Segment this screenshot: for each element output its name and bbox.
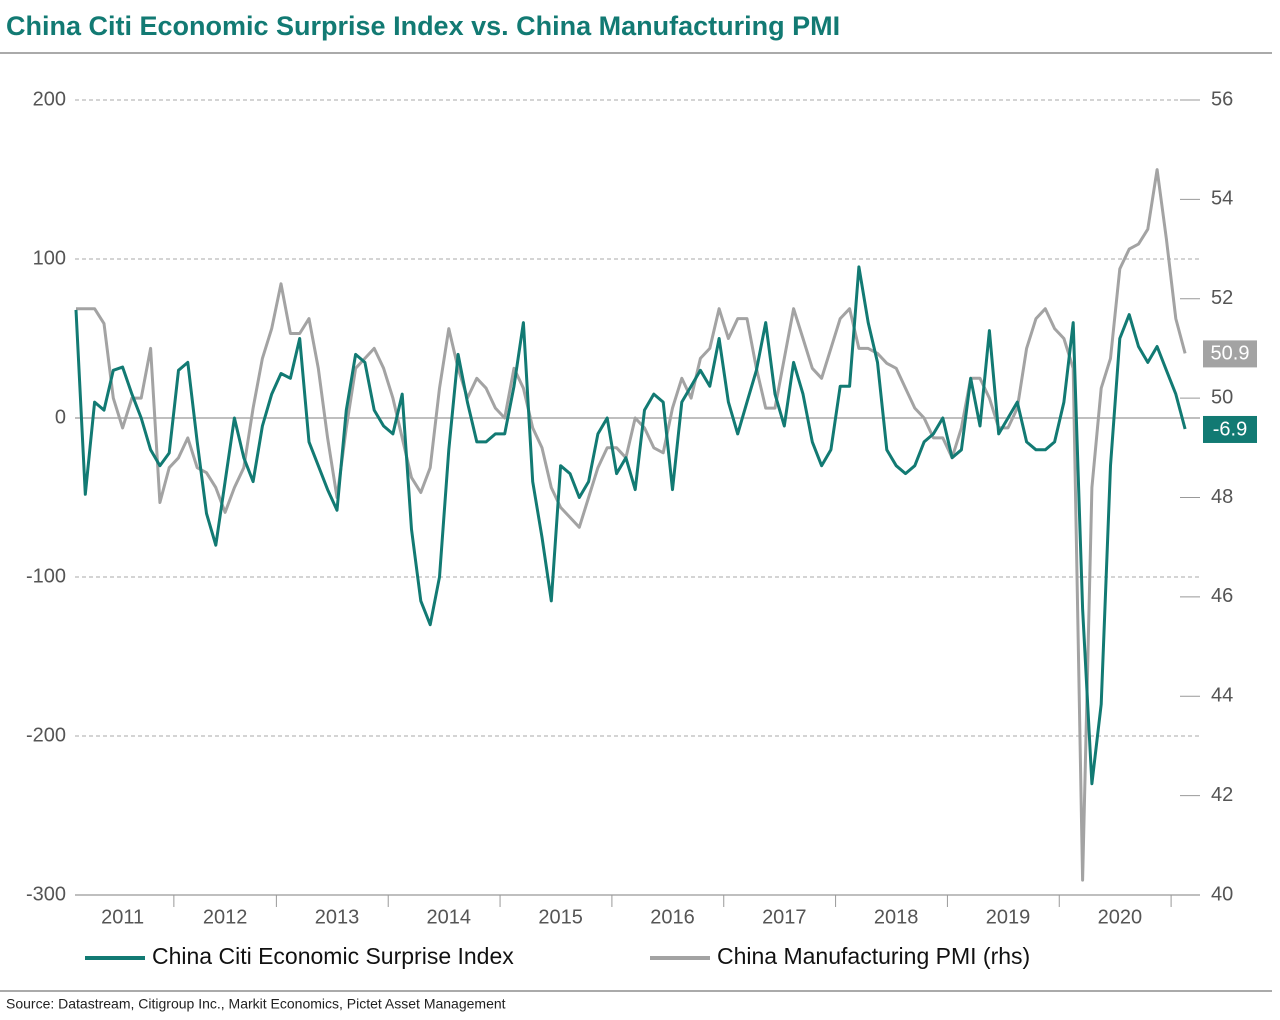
series-line xyxy=(74,265,1187,786)
x-tick-label: 2012 xyxy=(203,906,248,928)
y2-tick-label: 54 xyxy=(1211,188,1233,210)
legend-label: China Citi Economic Surprise Index xyxy=(152,943,514,969)
y2-tick-label: 50 xyxy=(1211,386,1233,408)
y2-tick-label: 40 xyxy=(1211,883,1233,905)
y-tick-label: -300 xyxy=(26,883,66,905)
end-label: -6.9 xyxy=(1203,415,1257,443)
x-tick-label: 2015 xyxy=(538,906,583,928)
x-tick-label: 2020 xyxy=(1098,906,1143,928)
x-tick-label: 2018 xyxy=(874,906,919,928)
y2-tick-label: 56 xyxy=(1211,88,1233,110)
y-tick-label: -100 xyxy=(26,565,66,587)
end-label-box xyxy=(1203,415,1257,443)
x-tick-label: 2011 xyxy=(101,906,144,928)
end-label-text: -6.9 xyxy=(1213,418,1247,440)
x-tick-label: 2016 xyxy=(650,906,695,928)
end-label-text: 50.9 xyxy=(1211,343,1250,365)
series-line xyxy=(76,168,1187,882)
x-tick-label: 2014 xyxy=(427,906,472,928)
y-tick-label: 0 xyxy=(55,406,66,428)
y-tick-label: -200 xyxy=(26,724,66,746)
y2-tick-label: 52 xyxy=(1211,287,1233,309)
x-tick-label: 2019 xyxy=(986,906,1031,928)
y2-tick-label: 44 xyxy=(1211,685,1233,707)
end-label-box xyxy=(1203,340,1257,368)
x-tick-label: 2017 xyxy=(762,906,807,928)
y2-tick-label: 48 xyxy=(1211,486,1233,508)
chart-title: China Citi Economic Surprise Index vs. C… xyxy=(6,11,840,41)
end-label: 50.9 xyxy=(1203,340,1257,368)
y-tick-label: 200 xyxy=(33,88,66,110)
x-tick-label: 2013 xyxy=(315,906,360,928)
y2-tick-label: 46 xyxy=(1211,585,1233,607)
legend-label: China Manufacturing PMI (rhs) xyxy=(717,943,1030,969)
source: Source: Datastream, Citigroup Inc., Mark… xyxy=(6,996,506,1012)
y-tick-label: 100 xyxy=(33,247,66,269)
y2-tick-label: 42 xyxy=(1211,784,1233,806)
